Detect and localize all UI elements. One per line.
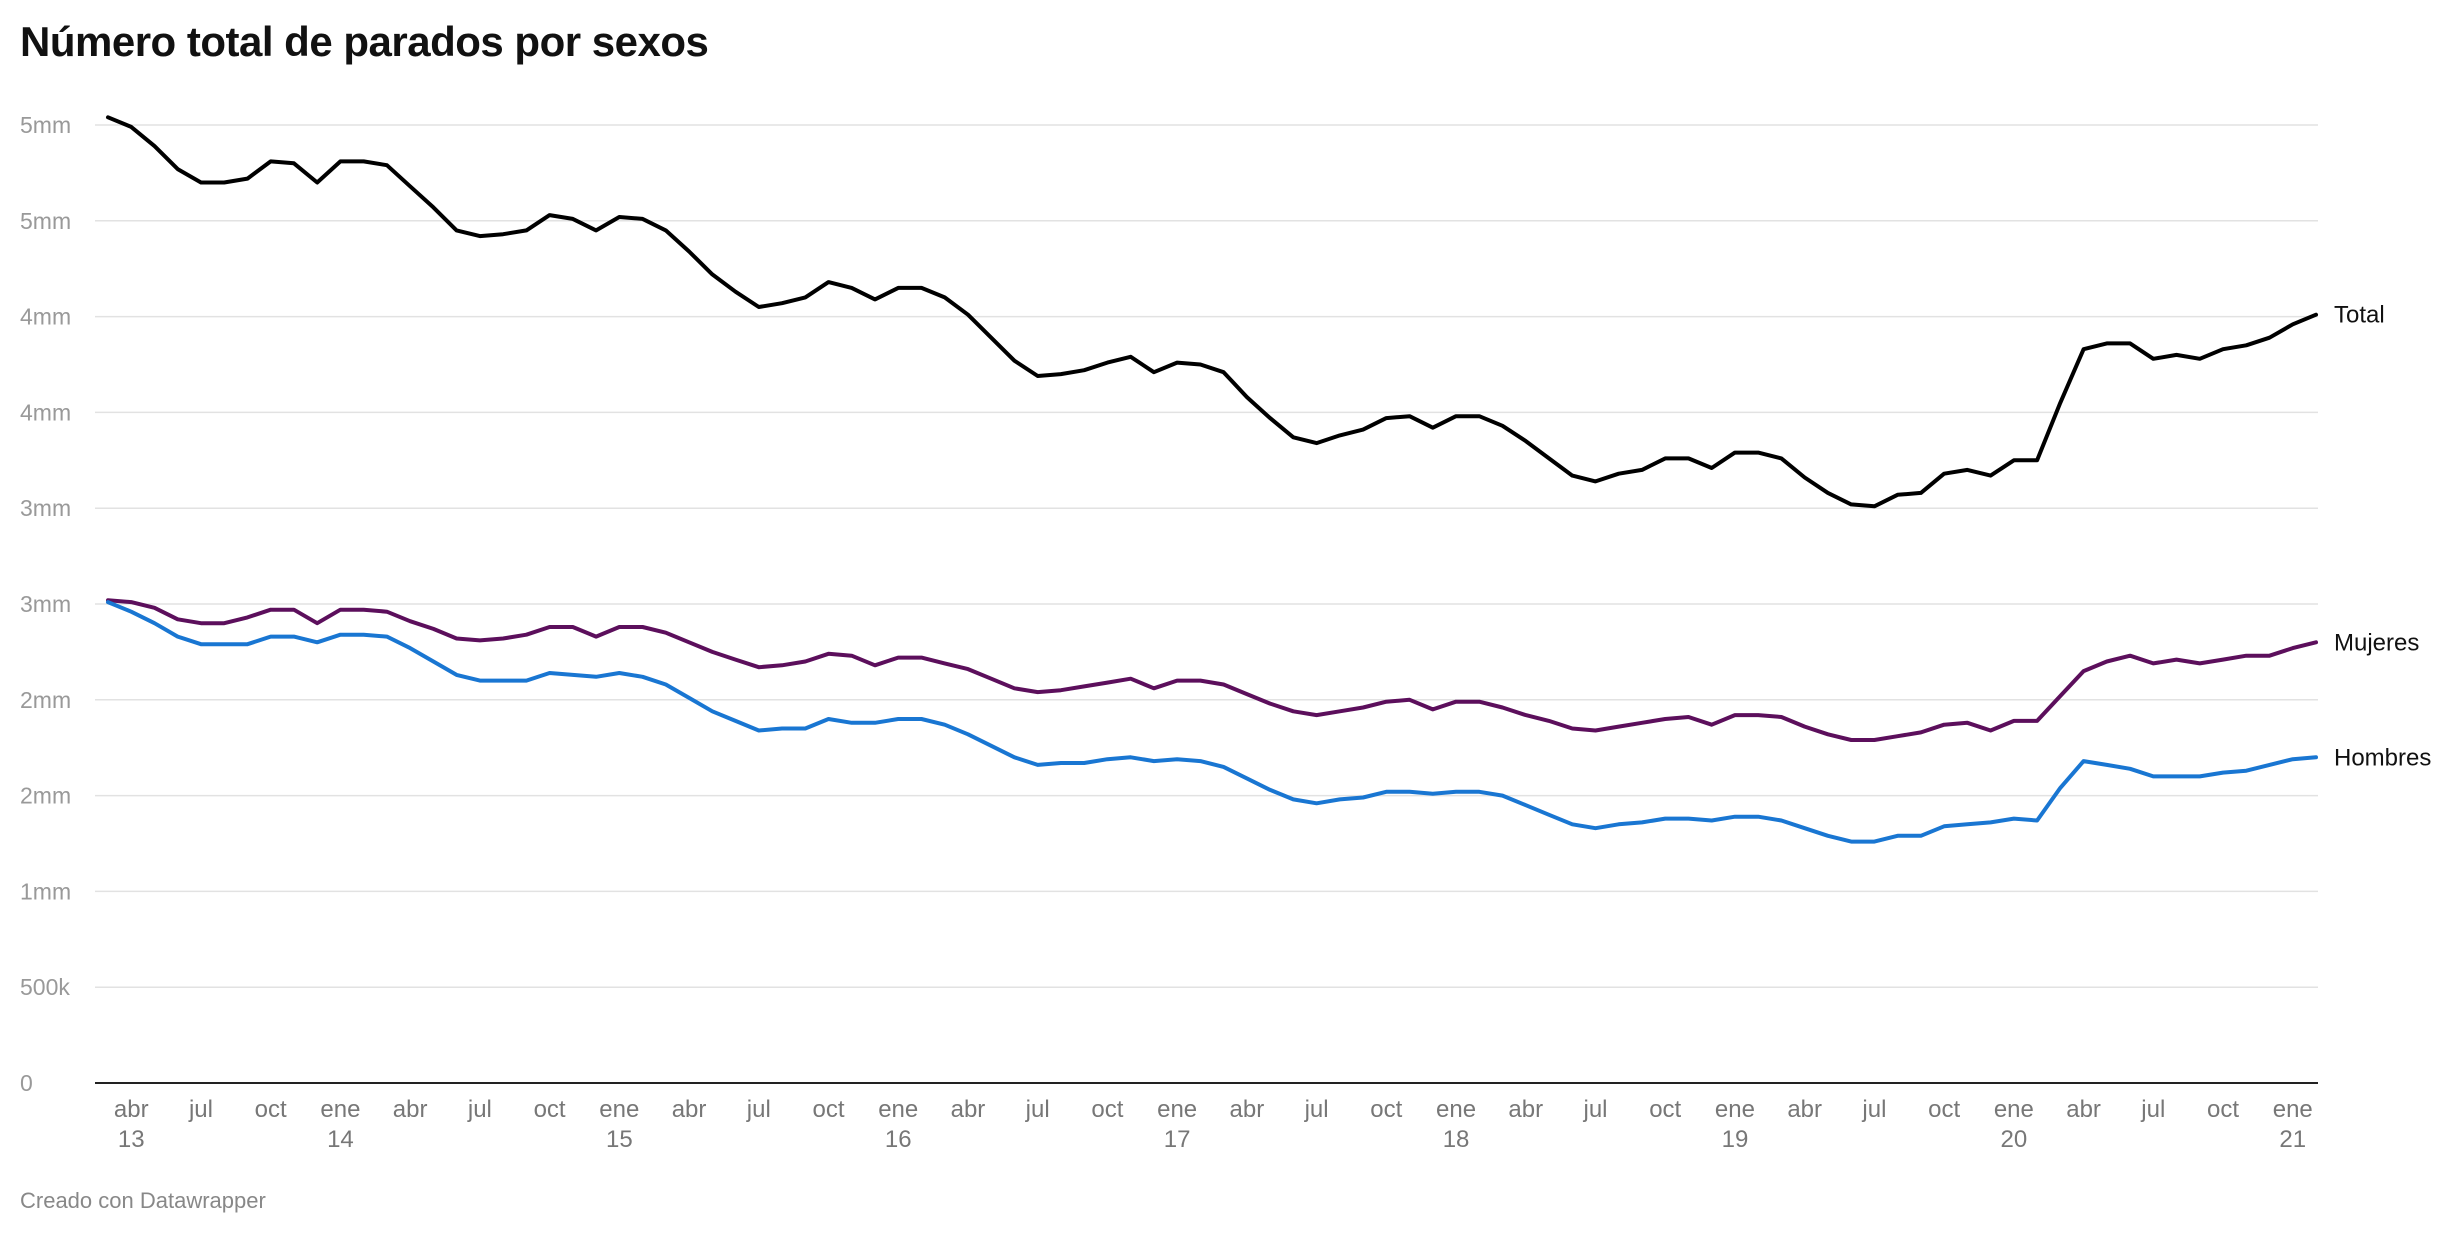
x-tick-label: ene [1436,1096,1476,1123]
x-tick-label: ene [320,1096,360,1123]
y-tick-label: 0 [20,1070,33,1096]
y-tick-label: 5mm [20,112,71,138]
series-line-hombres [106,600,2318,844]
x-tick-year-label: 19 [1722,1126,1749,1153]
y-tick-label: 4mm [20,399,71,425]
x-tick-label: abr [672,1096,707,1123]
x-tick-label: jul [1582,1096,1607,1123]
x-tick-label: oct [1091,1096,1123,1123]
x-tick-label: ene [1994,1096,2034,1123]
x-tick-label: jul [746,1096,771,1123]
y-tick-label: 5mm [20,208,71,234]
chart-title: Número total de parados por sexos [20,18,709,65]
footer-credit: Creado con Datawrapper [20,1188,266,1213]
x-tick-year-label: 14 [327,1126,354,1153]
y-axis-ticks: 0 500k 1mm 2mm 2mm 3mm 3mm 4mm 4mm 5mm 5mm [20,112,71,1096]
x-tick-year-label: 20 [2001,1126,2028,1153]
y-tick-label: 2mm [20,687,71,713]
y-tick-label: 3mm [20,495,71,521]
x-tick-label: abr [1508,1096,1543,1123]
x-tick-label: abr [393,1096,428,1123]
y-tick-label: 2mm [20,783,71,809]
x-tick-label: oct [812,1096,844,1123]
x-tick-label: ene [1157,1096,1197,1123]
x-tick-year-label: 13 [118,1126,145,1153]
x-tick-label: ene [2273,1096,2313,1123]
series-labels: Total Mujeres Hombres [2334,302,2431,772]
x-tick-label: abr [114,1096,149,1123]
x-tick-label: jul [1861,1096,1886,1123]
x-tick-label: oct [255,1096,287,1123]
x-tick-label: oct [1928,1096,1960,1123]
series-label-hombres: Hombres [2334,744,2431,771]
x-tick-label: abr [1787,1096,1822,1123]
y-tick-label: 1mm [20,878,71,904]
series-label-mujeres: Mujeres [2334,629,2419,656]
x-tick-label: abr [1230,1096,1265,1123]
x-tick-label: jul [188,1096,213,1123]
x-tick-year-label: 17 [1164,1126,1191,1153]
series-label-total: Total [2334,302,2385,329]
x-tick-label: oct [1649,1096,1681,1123]
y-tick-label: 500k [20,974,70,1000]
x-tick-label: jul [1025,1096,1050,1123]
x-tick-year-label: 18 [1443,1126,1470,1153]
x-tick-year-label: 15 [606,1126,633,1153]
x-tick-label: ene [1715,1096,1755,1123]
x-tick-label: abr [2066,1096,2101,1123]
x-tick-year-label: 16 [885,1126,912,1153]
x-tick-label: oct [2207,1096,2239,1123]
series-lines [106,115,2318,844]
x-tick-label: oct [534,1096,566,1123]
series-line-mujeres [106,598,2318,742]
series-line-total [106,115,2318,509]
x-tick-label: jul [2140,1096,2165,1123]
x-tick-label: oct [1370,1096,1402,1123]
x-axis-ticks: abr 13 jul oct ene 14 abr jul oct ene 15 abr jul oct e… [114,1096,2313,1153]
x-tick-label: ene [878,1096,918,1123]
x-tick-label: jul [467,1096,492,1123]
x-tick-label: jul [1304,1096,1329,1123]
x-tick-label: ene [599,1096,639,1123]
y-tick-label: 3mm [20,591,71,617]
y-tick-label: 4mm [20,304,71,330]
gridlines [95,124,2318,988]
x-tick-year-label: 21 [2279,1126,2306,1153]
x-tick-label: abr [951,1096,986,1123]
